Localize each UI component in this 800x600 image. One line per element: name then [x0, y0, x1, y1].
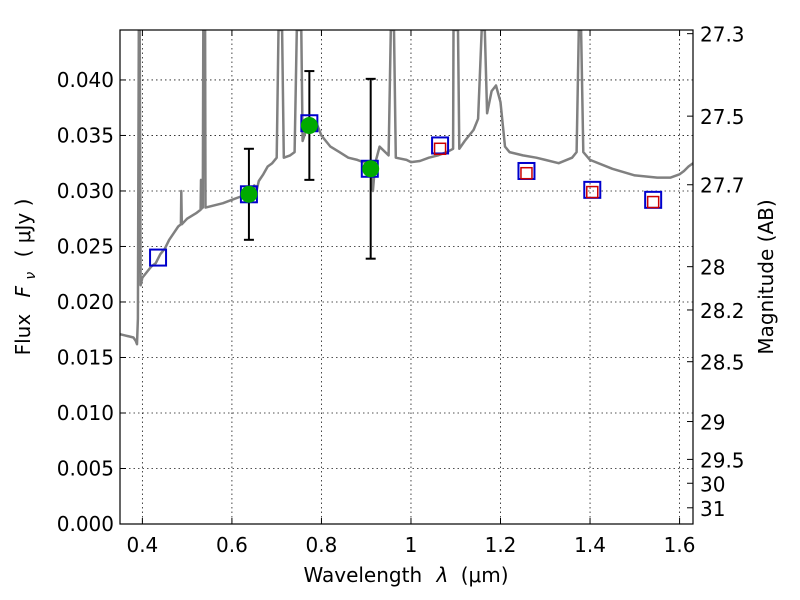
- x-axis-label-unit: (μm): [461, 563, 509, 587]
- observed-points: [240, 116, 380, 203]
- right-tick-label: 28.5: [700, 351, 745, 375]
- synthetic-markers: [433, 142, 660, 209]
- right-tick-label: 30: [700, 472, 725, 496]
- observed-point: [240, 185, 258, 203]
- x-tick-label: 1.2: [485, 533, 517, 557]
- y-axis-left-label-unit: ( μJy ): [11, 199, 35, 258]
- right-tick-label: 31: [700, 497, 725, 521]
- right-tick-label: 27.7: [700, 174, 745, 198]
- right-tick-label: 28: [700, 256, 725, 280]
- right-tick-label: 29: [700, 411, 725, 435]
- y-tick-label: 0.040: [57, 68, 114, 92]
- x-axis-ticks: 0.4 0.6 0.8 1 1.2 1.4 1.6: [126, 30, 695, 557]
- y-axis-left-label-subscript: ν: [23, 272, 39, 280]
- y-tick-label: 0.025: [57, 234, 114, 258]
- y-axis-right-label: Magnitude (AB): [754, 199, 778, 354]
- y-tick-label: 0.030: [57, 179, 114, 203]
- model-band-marker: [149, 248, 168, 267]
- x-tick-label: 0.4: [126, 533, 158, 557]
- y-axis-left-ticks: 0.000 0.005 0.010 0.015 0.020 0.025 0.030 0.035…: [57, 68, 126, 536]
- y-tick-label: 0.000: [57, 512, 114, 536]
- synthetic-marker: [586, 185, 599, 199]
- y-tick-label: 0.020: [57, 290, 114, 314]
- synthetic-marker: [433, 142, 447, 156]
- x-tick-label: 1.4: [574, 533, 606, 557]
- y-axis-left-label-text: Flux: [11, 314, 35, 356]
- y-tick-label: 0.010: [57, 401, 114, 425]
- right-tick-label: 27.5: [700, 105, 745, 129]
- y-tick-label: 0.005: [57, 456, 114, 480]
- y-axis-left-label-symbol: F: [11, 285, 35, 297]
- y-tick-label: 0.035: [57, 123, 114, 147]
- x-axis-label-symbol: λ: [436, 563, 449, 587]
- y-tick-label: 0.015: [57, 345, 114, 369]
- plot-frame: [119, 29, 694, 525]
- observed-point: [362, 160, 380, 178]
- synthetic-marker: [520, 166, 533, 180]
- x-tick-label: 1: [405, 533, 418, 557]
- right-tick-label: 27.3: [700, 23, 745, 47]
- y-axis-left-label: Flux F ν ( μJy ): [11, 199, 40, 356]
- x-axis-label: Wavelength λ (μm): [303, 563, 508, 587]
- x-tick-label: 1.6: [664, 533, 696, 557]
- x-tick-label: 0.8: [306, 533, 338, 557]
- right-tick-label: 29.5: [700, 448, 745, 472]
- x-axis-label-text: Wavelength: [303, 563, 422, 587]
- x-tick-label: 0.6: [216, 533, 248, 557]
- synthetic-marker: [646, 195, 660, 209]
- observed-point: [300, 116, 318, 134]
- right-tick-label: 28.2: [700, 299, 745, 323]
- model-band-marker: [431, 136, 450, 155]
